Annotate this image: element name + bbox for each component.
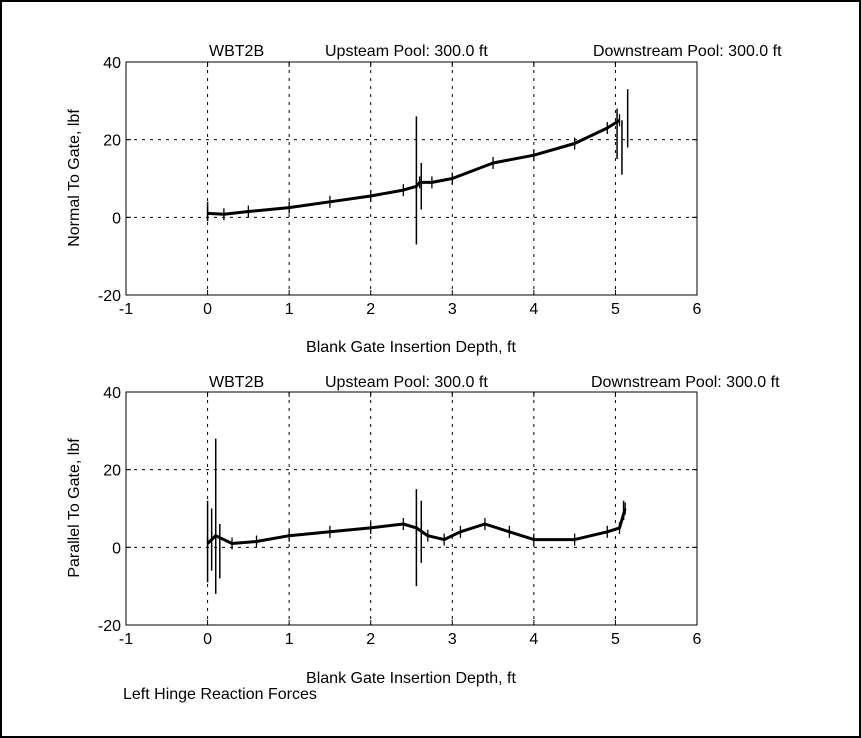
y-tick-label: 0 [112,210,121,227]
chart-header-upstream: Upsteam Pool: 300.0 ft [325,374,488,391]
x-tick-label: 3 [448,631,457,648]
series-normal [206,89,629,245]
x-tick-label: 0 [203,631,212,648]
chart-header-downstream: Downstream Pool: 300.0 ft [591,374,780,391]
y-tick-label: 40 [103,385,121,402]
x-tick-label: 5 [611,301,620,318]
y-tick-label: 0 [112,540,121,557]
x-tick-label: 1 [285,631,294,648]
chart-parallel-to-gate: -1 0 1 2 3 4 5 6 -20 0 20 40 WBT2B Upsteam Pool: 30… [66,374,780,687]
chart-header-test-id: WBT2B [209,374,264,391]
axes-box [125,61,698,296]
x-tick-label: -1 [119,631,133,648]
gridlines [126,392,697,625]
x-tick-label: 4 [529,631,538,648]
series-parallel [206,438,627,594]
x-tick-label: 4 [529,301,538,318]
y-axis-label: Parallel To Gate, lbf [66,438,83,578]
x-tick-label: -1 [119,301,133,318]
x-tick-label: 6 [693,301,702,318]
tick-labels: -1 0 1 2 3 4 5 6 -20 0 20 40 [98,385,702,648]
chart-header-test-id: WBT2B [209,43,264,60]
x-tick-label: 1 [285,301,294,318]
tick-labels: -1 0 1 2 3 4 5 6 -20 0 20 40 [98,55,702,318]
x-axis-label: Blank Gate Insertion Depth, ft [306,670,516,687]
y-tick-label: 40 [103,55,121,72]
y-tick-label: 20 [103,133,121,150]
x-axis-label: Blank Gate Insertion Depth, ft [306,339,516,356]
figure-caption: Left Hinge Reaction Forces [123,686,317,703]
axes-box [125,391,698,626]
x-tick-label: 6 [693,631,702,648]
x-tick-label: 2 [366,631,375,648]
chart-header-downstream: Downstream Pool: 300.0 ft [593,43,782,60]
x-tick-label: 0 [203,301,212,318]
x-tick-label: 3 [448,301,457,318]
chart-header-upstream: Upsteam Pool: 300.0 ft [325,43,488,60]
gridlines [126,62,697,295]
plot-area: -1 0 1 2 3 4 5 6 -20 0 20 40 [98,385,702,648]
series-line [207,119,621,216]
y-tick-label: -20 [98,618,121,635]
y-tick-label: 20 [103,463,121,480]
plot-area: -1 0 1 2 3 4 5 6 -20 0 20 40 [98,55,702,318]
chart-normal-to-gate: -1 0 1 2 3 4 5 6 -20 0 20 40 WBT2B Upsteam Pool: 30… [66,43,782,356]
x-tick-label: 2 [366,301,375,318]
x-tick-label: 5 [611,631,620,648]
y-tick-label: -20 [98,288,121,305]
y-axis-label: Normal To Gate, lbf [66,109,83,247]
